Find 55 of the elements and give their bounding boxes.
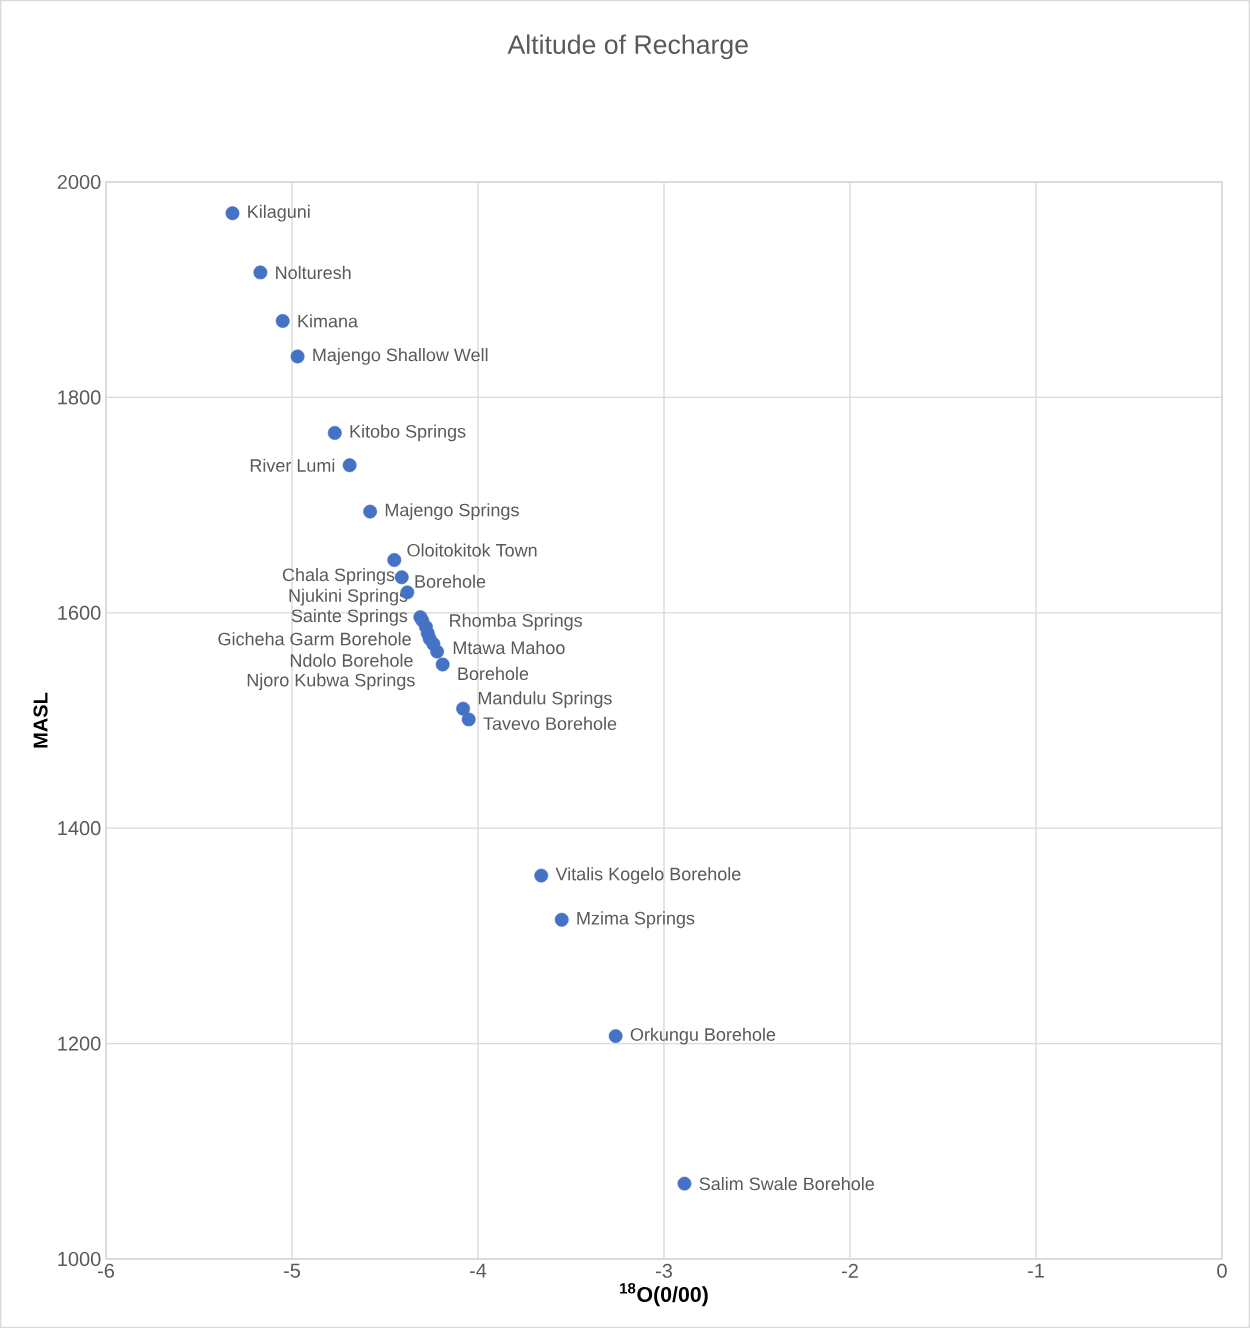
x-tick-label: -1 bbox=[1027, 1263, 1044, 1278]
y-tick-label: 2000 bbox=[57, 174, 101, 190]
x-tick-label: -3 bbox=[655, 1263, 673, 1278]
y-tick-label: 1200 bbox=[58, 1036, 101, 1051]
point bbox=[342, 458, 357, 473]
point bbox=[534, 868, 549, 883]
point bbox=[253, 265, 268, 280]
point bbox=[435, 657, 450, 672]
y-tick-label: 1400 bbox=[58, 821, 101, 836]
chart-title: Altitude of Recharge bbox=[507, 34, 748, 60]
annotation: Borehole bbox=[458, 666, 529, 681]
annotation: Oloitokitok Town bbox=[407, 543, 537, 557]
point bbox=[225, 206, 240, 221]
point bbox=[327, 425, 342, 440]
x-tick-label: -2 bbox=[841, 1263, 858, 1278]
point bbox=[275, 313, 290, 328]
annotation: Majengo Springs bbox=[385, 503, 519, 520]
x-tick-label: -5 bbox=[283, 1263, 301, 1278]
annotation: Orkungu Borehole bbox=[630, 1027, 776, 1045]
annotation: Njoro Kubwa Springs bbox=[247, 673, 415, 691]
annotation: Ndolo Borehole bbox=[290, 653, 413, 667]
y-tick-label: 1600 bbox=[58, 605, 101, 620]
x-tick-label: 0 bbox=[1217, 1263, 1227, 1278]
annotation: Rhomba Springs bbox=[450, 613, 582, 631]
annotation: Mandulu Springs bbox=[478, 691, 612, 709]
annotation: Gicheha Garm Borehole bbox=[218, 632, 411, 646]
annotation: Sainte Springs bbox=[291, 608, 408, 626]
point bbox=[677, 1176, 692, 1191]
x-axis-title: $^{18}$O(0/00) bbox=[620, 1283, 708, 1307]
annotation: Mtawa Mahoo bbox=[453, 640, 565, 655]
annotation: Nolturesh bbox=[276, 265, 351, 280]
annotation: Majengo Shallow Well bbox=[313, 348, 488, 365]
annotation: Vitalis Kogelo Borehole bbox=[555, 867, 741, 884]
annotation: Borehole bbox=[415, 574, 486, 588]
point bbox=[461, 712, 476, 727]
annotation: Chala Springs bbox=[282, 567, 395, 585]
y-axis-title: MASL bbox=[33, 692, 48, 748]
point bbox=[456, 701, 471, 716]
point bbox=[387, 553, 402, 567]
annotation: Kilaguni bbox=[248, 204, 310, 222]
annotation: Mzima Springs bbox=[577, 911, 695, 929]
annotation: Kimana bbox=[298, 314, 358, 328]
annotation: Salim Swale Borehole bbox=[699, 1176, 874, 1191]
annotation: River Lumi bbox=[250, 458, 335, 472]
point bbox=[394, 570, 409, 585]
point bbox=[554, 912, 569, 927]
point bbox=[608, 1029, 623, 1043]
x-tick-label: -4 bbox=[469, 1263, 487, 1278]
point bbox=[363, 504, 378, 519]
annotation: Tavevo Borehole bbox=[483, 716, 617, 731]
point bbox=[430, 644, 445, 659]
y-tick-label: 1800 bbox=[58, 390, 101, 405]
point bbox=[290, 349, 305, 364]
annotation: Njukini Springs bbox=[289, 588, 408, 606]
annotation: Kitobo Springs bbox=[350, 424, 466, 442]
